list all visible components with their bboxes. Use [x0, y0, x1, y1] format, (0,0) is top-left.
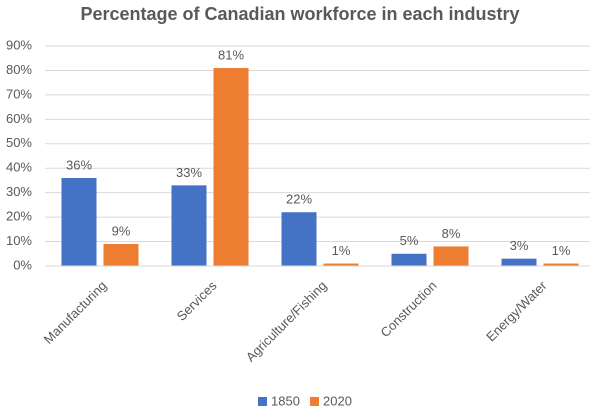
bar [501, 258, 537, 266]
data-label: 3% [510, 238, 529, 253]
chart-title: Percentage of Canadian workforce in each… [80, 4, 519, 24]
y-tick-label: 90% [6, 37, 32, 52]
y-tick-label: 0% [13, 257, 32, 272]
bar [171, 185, 207, 266]
data-label: 22% [286, 192, 312, 207]
data-label: 8% [442, 226, 461, 241]
data-label: 33% [176, 165, 202, 180]
y-tick-label: 70% [6, 86, 32, 101]
y-tick-label: 20% [6, 209, 32, 224]
bar [433, 246, 469, 266]
legend-label: 1850 [271, 393, 300, 408]
bar [543, 263, 579, 266]
legend-swatch [258, 397, 267, 406]
data-label: 36% [66, 157, 92, 172]
bar [213, 68, 249, 266]
data-label: 1% [552, 243, 571, 258]
legend-label: 2020 [323, 393, 352, 408]
legend-swatch [310, 397, 319, 406]
data-label: 5% [400, 233, 419, 248]
y-tick-label: 10% [6, 233, 32, 248]
data-label: 81% [218, 47, 244, 62]
bar [281, 212, 317, 266]
bar [323, 263, 359, 266]
bar [103, 244, 139, 266]
data-label: 1% [332, 243, 351, 258]
bar [61, 178, 97, 266]
y-tick-label: 40% [6, 160, 32, 175]
y-tick-label: 80% [6, 62, 32, 77]
bar [391, 253, 427, 266]
data-label: 9% [112, 223, 131, 238]
y-tick-label: 60% [6, 111, 32, 126]
y-tick-label: 50% [6, 135, 32, 150]
y-tick-label: 30% [6, 184, 32, 199]
